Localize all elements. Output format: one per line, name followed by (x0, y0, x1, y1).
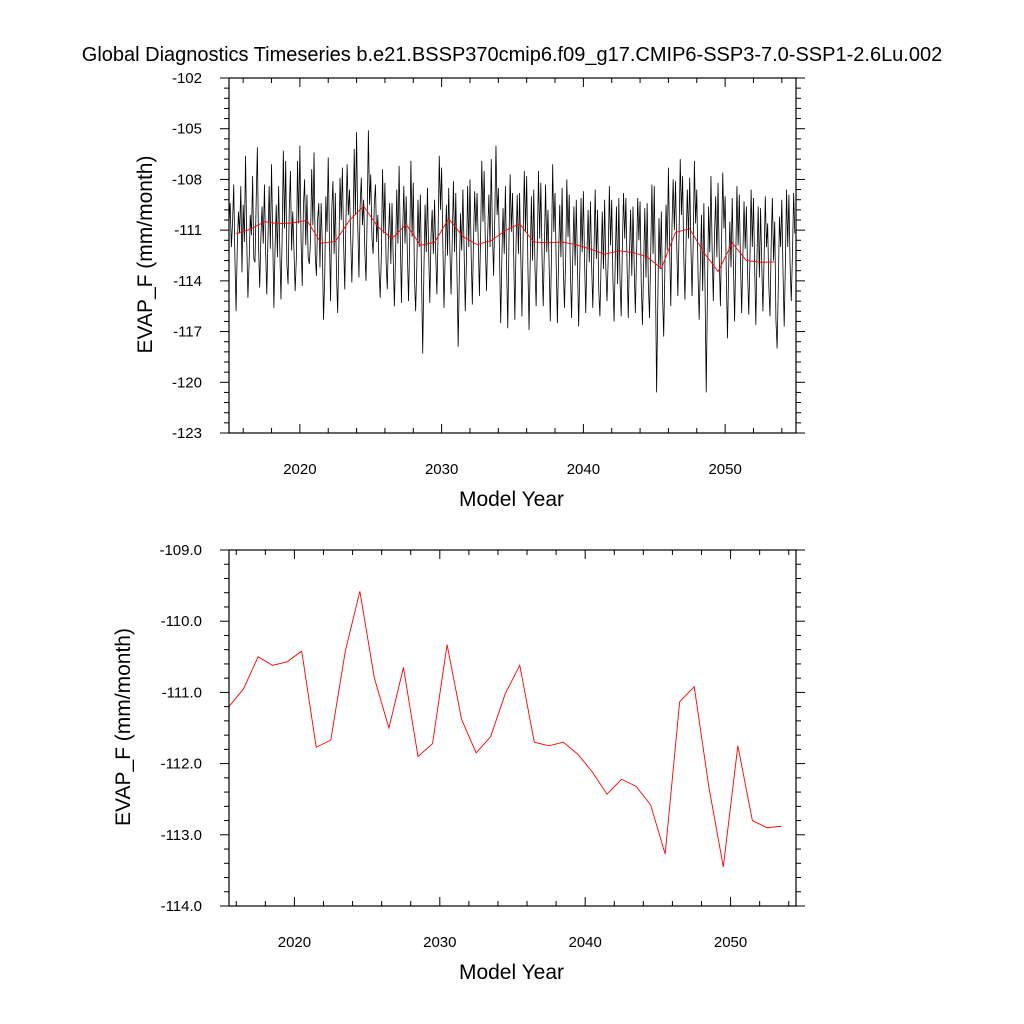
bottom-y-tick-label: -110.0 (161, 613, 202, 630)
bottom-y-tick-label: -113.0 (161, 827, 202, 844)
bottom-panel: 2020 2030 2040 2050 -114.0 -113.0 -112.0 -111.0… (112, 542, 805, 984)
top-y-tick-label: -102 (172, 70, 202, 87)
top-y-axis-label: EVAP_F (mm/month) (134, 156, 157, 354)
bottom-x-tick-label: 2020 (278, 934, 311, 951)
bottom-x-axis-label: Model Year (459, 961, 564, 984)
bottom-x-tick-label: 2040 (569, 934, 602, 951)
bottom-y-axis-label: EVAP_F (mm/month) (112, 628, 135, 826)
top-x-tick-label: 2030 (425, 461, 458, 478)
top-annual-series-line (235, 205, 775, 273)
top-monthly-series-line (229, 130, 796, 393)
bottom-x-tick-label: 2050 (714, 934, 747, 951)
top-x-tick-label: 2040 (567, 461, 600, 478)
top-y-tick-label: -105 (172, 121, 202, 138)
figure-title: Global Diagnostics Timeseries b.e21.BSSP… (81, 44, 943, 66)
top-y-tick-label: -111 (174, 222, 202, 239)
top-panel: 2020 2030 2040 2050 -123 -120 -117 -114 -111 -108… (134, 70, 805, 511)
bottom-x-tick-label: 2030 (423, 934, 456, 951)
bottom-y-tick-label: -114.0 (161, 898, 202, 915)
bottom-y-tick-label: -112.0 (161, 756, 202, 773)
top-y-tick-label: -120 (172, 374, 202, 391)
top-y-tick-label: -108 (172, 171, 202, 188)
top-y-tick-label: -123 (172, 425, 202, 442)
top-y-tick-label: -114 (173, 273, 202, 290)
bottom-annual-series-line (229, 591, 782, 867)
top-x-tick-label: 2020 (283, 461, 316, 478)
bottom-y-tick-label: -109.0 (159, 542, 202, 559)
top-x-tick-label: 2050 (708, 461, 741, 478)
top-y-tick-label: -117 (173, 324, 202, 341)
top-plot-frame (228, 77, 797, 434)
bottom-plot-frame (228, 549, 797, 907)
bottom-y-tick-label: -111.0 (162, 684, 202, 701)
top-x-axis-label: Model Year (459, 488, 564, 511)
